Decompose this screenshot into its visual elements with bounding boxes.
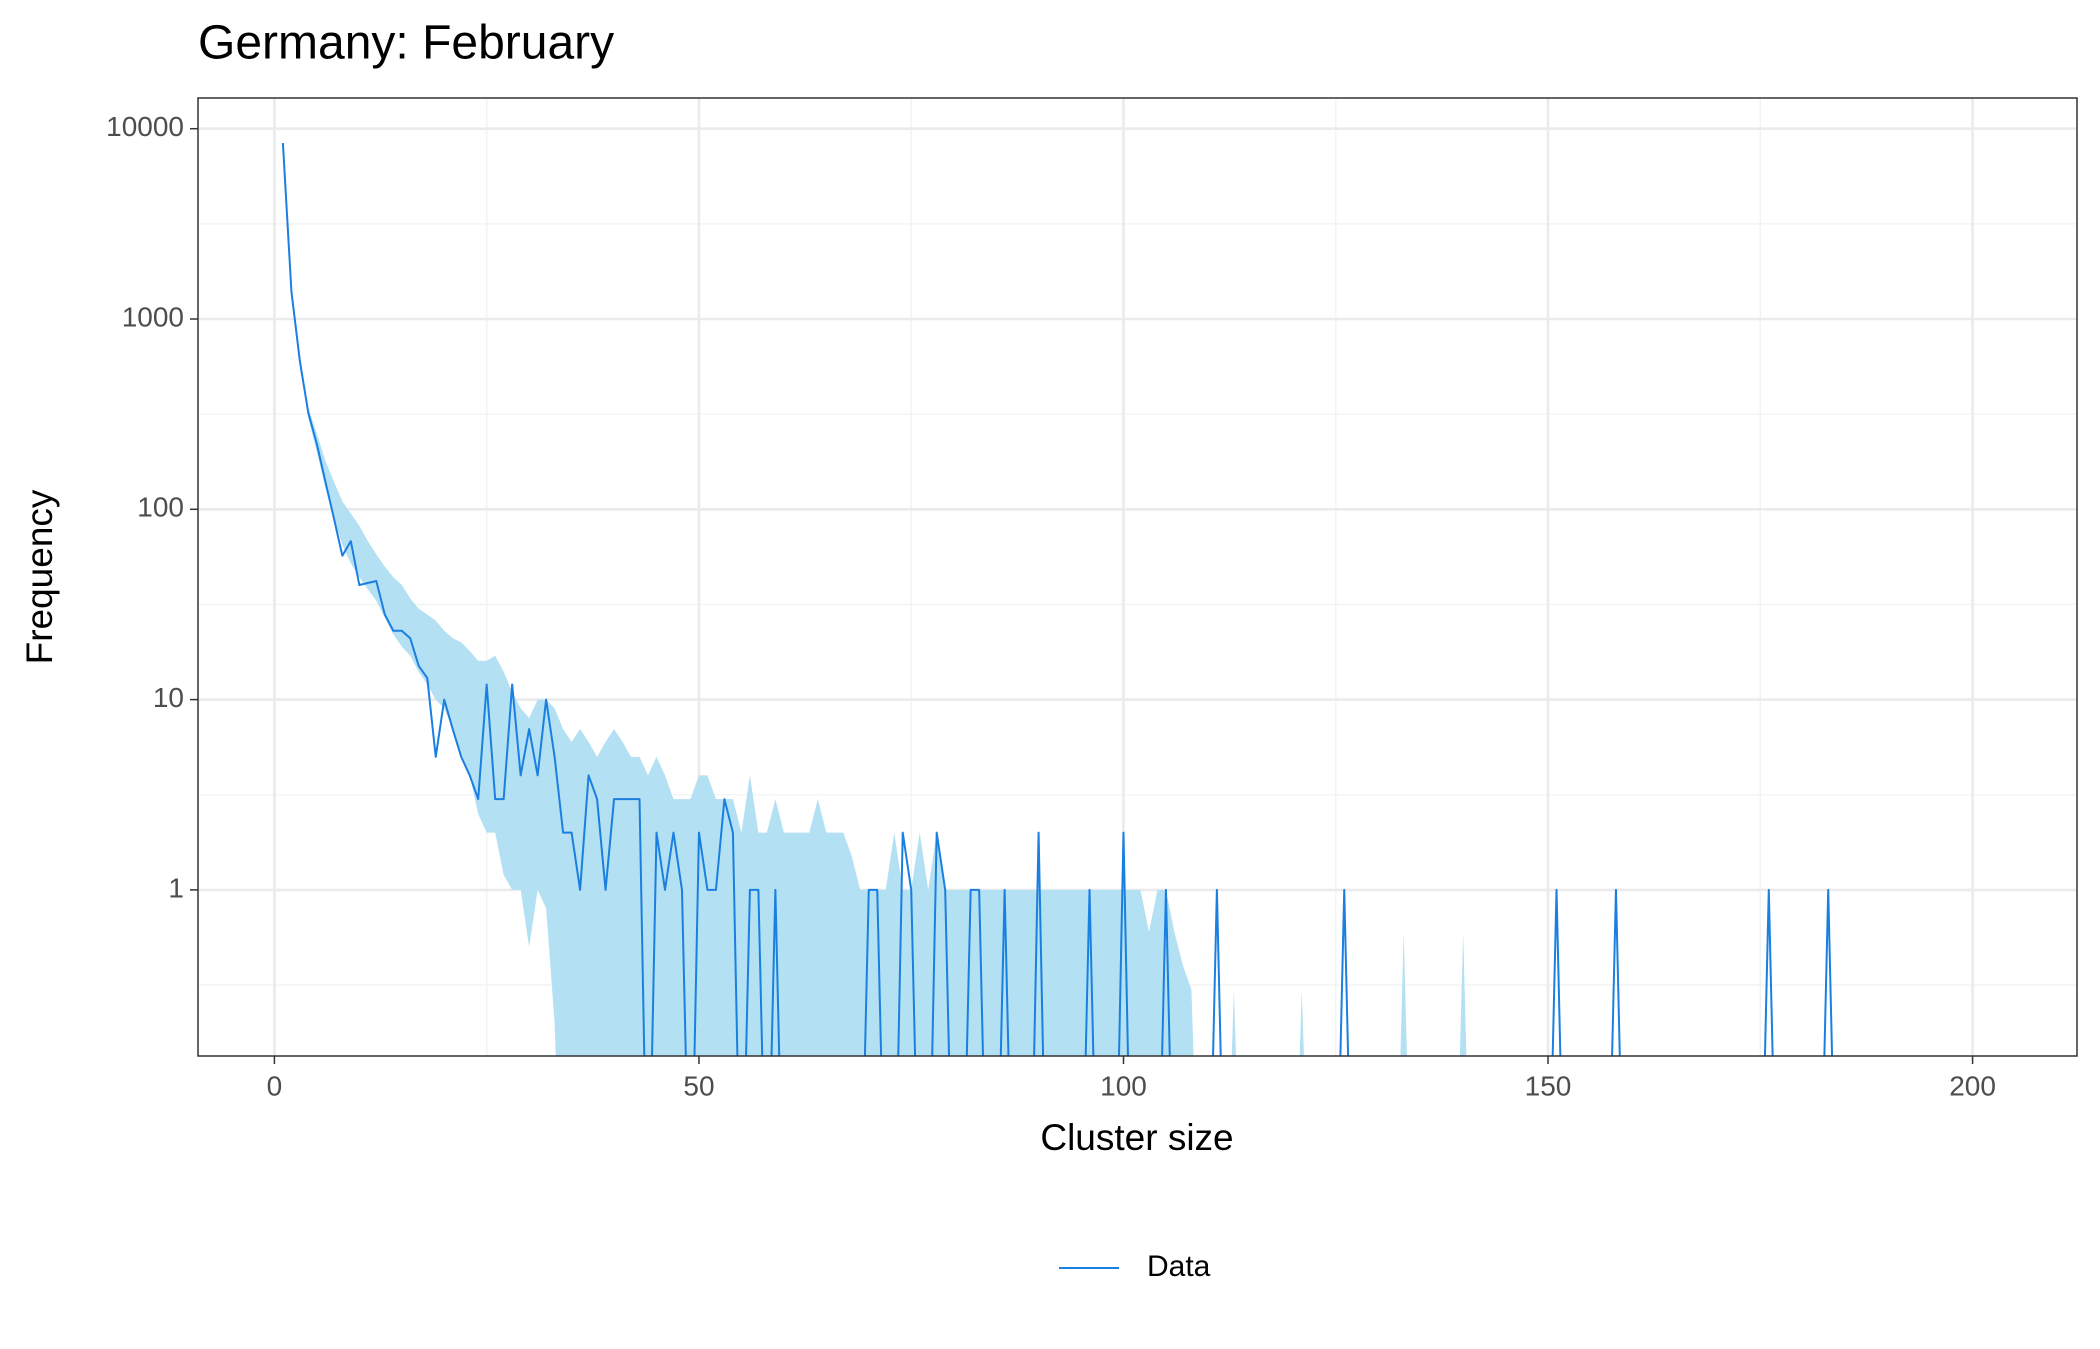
- chart-title: Germany: February: [198, 17, 614, 70]
- legend-label: Data: [1147, 1250, 1211, 1283]
- x-tick-label: 50: [683, 1070, 714, 1101]
- axes: 0 50 100 150 200 1 10 100 1000 10000: [106, 111, 1996, 1101]
- data-line: [281, 143, 1834, 1056]
- y-axis-title: Frequency: [19, 489, 60, 664]
- x-tick-label: 150: [1525, 1070, 1572, 1101]
- x-tick-label: 100: [1100, 1070, 1147, 1101]
- y-tick-label: 10: [153, 682, 184, 713]
- y-tick-label: 100: [137, 492, 184, 523]
- x-axis-title: Cluster size: [1040, 1117, 1233, 1158]
- panel-border: [197, 97, 2078, 1057]
- legend: Data: [1059, 1250, 1211, 1283]
- x-tick-label: 0: [267, 1070, 283, 1101]
- y-tick-label: 1: [168, 872, 184, 903]
- confidence-band: [282, 143, 1467, 1056]
- y-tick-label: 1000: [122, 301, 184, 332]
- plot-area: [281, 143, 1834, 1056]
- x-tick-label: 200: [1949, 1070, 1996, 1101]
- y-tick-label: 10000: [106, 111, 184, 142]
